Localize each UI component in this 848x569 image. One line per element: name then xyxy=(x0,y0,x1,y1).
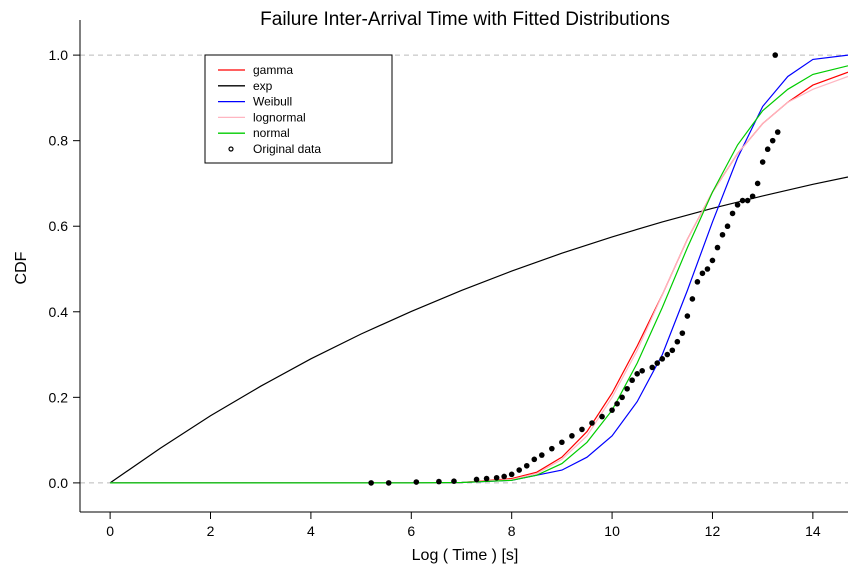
legend-label: normal xyxy=(253,126,290,140)
data-point xyxy=(739,197,746,204)
data-point xyxy=(689,296,696,302)
data-point xyxy=(473,476,480,483)
y-tick-label: 0.2 xyxy=(49,389,69,405)
y-axis-label: CDF xyxy=(13,251,30,284)
legend-label: lognormal xyxy=(253,110,306,124)
data-point xyxy=(368,480,374,486)
data-point xyxy=(694,279,701,285)
legend-label: Original data xyxy=(253,142,321,156)
data-point xyxy=(436,478,442,485)
data-point xyxy=(714,244,721,251)
y-tick-label: 1.0 xyxy=(49,47,69,63)
data-point xyxy=(569,433,575,439)
x-tick-label: 2 xyxy=(207,523,215,539)
data-point xyxy=(684,313,691,319)
legend-box xyxy=(204,54,393,164)
data-point xyxy=(559,439,565,446)
data-point xyxy=(516,467,523,473)
x-axis-ticks: 0 2 4 6 8 10 12 14 xyxy=(106,512,821,539)
data-point xyxy=(385,480,392,486)
data-point xyxy=(734,202,741,208)
legend-label: exp xyxy=(253,79,273,93)
legend-label: gamma xyxy=(253,63,293,77)
chart-title: Failure Inter-Arrival Time with Fitted D… xyxy=(260,9,670,30)
axes xyxy=(79,20,848,513)
data-point xyxy=(699,270,706,277)
data-point xyxy=(759,159,766,165)
data-point xyxy=(629,377,635,384)
data-point xyxy=(679,330,686,336)
x-tick-label: 8 xyxy=(508,523,516,539)
data-point xyxy=(724,223,731,230)
x-tick-label: 14 xyxy=(805,523,821,539)
y-axis-ticks: 0.0 0.2 0.4 0.6 0.8 1.0 xyxy=(49,47,80,491)
data-point xyxy=(614,400,620,407)
x-tick-label: 4 xyxy=(307,523,315,539)
x-tick-label: 6 xyxy=(407,523,415,539)
data-point xyxy=(704,266,711,272)
data-point xyxy=(634,371,640,377)
data-point xyxy=(451,478,457,484)
data-point xyxy=(659,356,666,362)
data-point xyxy=(639,368,645,374)
x-axis-label: Log ( Time ) [s] xyxy=(412,547,519,564)
data-point xyxy=(772,52,779,58)
data-point xyxy=(493,474,500,481)
data-point xyxy=(589,420,595,426)
data-point xyxy=(619,394,625,401)
data-point xyxy=(413,479,420,485)
legend-swatch-original-data xyxy=(228,146,234,152)
data-point xyxy=(523,462,530,469)
data-point xyxy=(624,385,630,392)
data-point xyxy=(501,473,507,480)
data-point xyxy=(674,338,681,345)
data-point xyxy=(769,137,776,144)
data-point xyxy=(654,360,661,366)
data-point xyxy=(579,426,585,433)
data-point xyxy=(729,210,736,217)
reference-lines xyxy=(80,54,848,484)
data-point xyxy=(744,197,751,204)
data-point xyxy=(531,456,538,463)
original-data-points xyxy=(368,52,781,486)
data-point xyxy=(764,146,771,153)
data-point xyxy=(649,364,656,371)
y-tick-label: 0.8 xyxy=(49,133,69,149)
data-point xyxy=(483,475,490,482)
series-line-exp xyxy=(109,176,848,484)
data-point xyxy=(549,445,555,452)
data-point xyxy=(669,347,676,354)
y-tick-label: 0.4 xyxy=(49,304,69,320)
legend-label: Weibull xyxy=(253,95,292,109)
data-point xyxy=(539,452,545,458)
data-point xyxy=(774,129,781,135)
data-point xyxy=(719,231,726,238)
data-point xyxy=(664,351,671,358)
data-point xyxy=(749,193,756,200)
y-tick-label: 0.0 xyxy=(49,475,69,491)
data-point xyxy=(709,257,716,264)
x-tick-label: 0 xyxy=(106,523,114,539)
data-point xyxy=(609,407,615,413)
y-tick-label: 0.6 xyxy=(49,218,69,234)
x-tick-label: 10 xyxy=(604,523,620,539)
data-point xyxy=(508,471,515,478)
data-point xyxy=(754,180,761,187)
data-point xyxy=(599,413,605,420)
x-tick-label: 12 xyxy=(705,523,721,539)
